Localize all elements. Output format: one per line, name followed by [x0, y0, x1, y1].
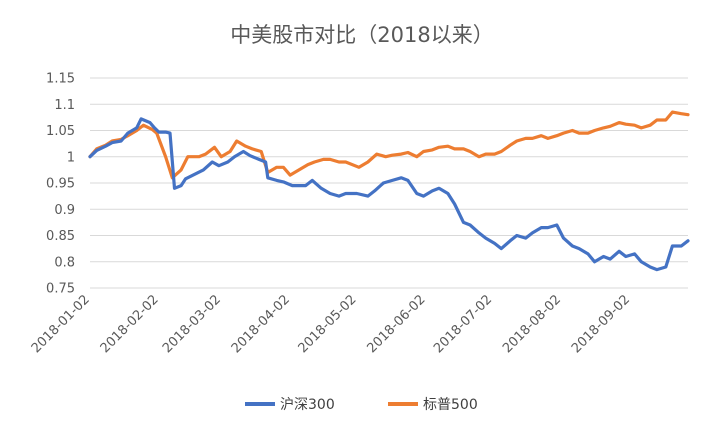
series-lines	[88, 110, 690, 272]
series-line-hs300	[88, 117, 690, 272]
y-tick-label: 0.8	[54, 255, 75, 270]
x-tick-label: 2018-06-02	[364, 292, 428, 356]
x-tick-label: 2018-04-02	[229, 292, 293, 356]
y-tick-label: 1.1	[54, 98, 75, 113]
y-tick-label: 1	[67, 150, 75, 165]
y-tick-label: 0.95	[46, 177, 75, 192]
series-line-sp500	[88, 110, 690, 180]
x-tick-label: 2018-01-02	[29, 292, 93, 356]
y-tick-label: 1.05	[46, 124, 75, 139]
x-tick-label: 2018-09-02	[569, 292, 633, 356]
x-tick-label: 2018-08-02	[500, 292, 564, 356]
y-tick-label: 0.9	[54, 203, 75, 218]
y-axis-ticks: 0.75 0.8 0.85 0.9 0.95 1 1.05 1.1 1.15	[46, 72, 75, 297]
x-tick-label: 2018-02-02	[98, 292, 162, 356]
x-tick-label: 2018-05-02	[296, 292, 360, 356]
chart-title: 中美股市对比（2018以来）	[230, 23, 493, 47]
legend-label-hs300: 沪深300	[280, 397, 335, 413]
y-tick-label: 0.75	[46, 282, 75, 297]
y-tick-label: 1.15	[46, 72, 75, 87]
x-tick-label: 2018-07-02	[431, 292, 495, 356]
y-tick-label: 0.85	[46, 229, 75, 244]
legend-label-sp500: 标普500	[423, 397, 478, 413]
legend: 沪深300 标普500	[245, 397, 478, 413]
x-tick-label: 2018-03-02	[160, 292, 224, 356]
